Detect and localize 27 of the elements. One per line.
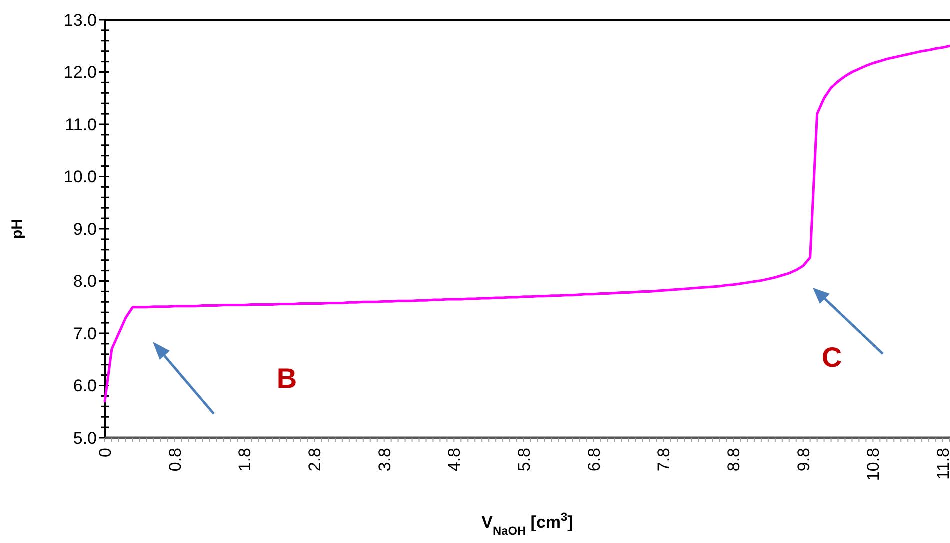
y-axis-title: pH bbox=[9, 219, 26, 239]
annotation: C bbox=[822, 342, 842, 373]
y-tick-label: 9.0 bbox=[73, 220, 97, 239]
x-tick-label: 9.8 bbox=[794, 448, 814, 472]
x-tick-label: 1.8 bbox=[236, 448, 255, 472]
x-axis-title: V$_{NaOH}$ [cm$^{3}$] bbox=[482, 510, 574, 538]
x-tick-label: 2.8 bbox=[305, 448, 324, 472]
y-tick-label: 6.0 bbox=[73, 376, 97, 396]
x-tick-label: 3.8 bbox=[375, 448, 394, 472]
x-tick-label: 5.8 bbox=[514, 448, 534, 472]
y-tick-label: 12.0 bbox=[64, 63, 97, 82]
x-tick-label: 4.8 bbox=[445, 448, 464, 472]
x-tick-label: 8.8 bbox=[724, 448, 744, 472]
x-tick-label: 11.8 bbox=[934, 448, 950, 480]
y-tick-label: 11.0 bbox=[65, 115, 97, 134]
x-tick-label: 7.8 bbox=[654, 448, 674, 472]
annotation: B bbox=[276, 362, 298, 394]
x-tick-label: 0 bbox=[96, 448, 115, 458]
line-series bbox=[104, 44, 950, 403]
x-tick-label: 10.8 bbox=[864, 448, 884, 482]
y-tick-label: 13.0 bbox=[64, 10, 97, 30]
y-tick-label: 10.0 bbox=[64, 168, 97, 187]
y-tick-label: 8.0 bbox=[73, 272, 97, 292]
x-tick-label: 0.8 bbox=[166, 448, 185, 472]
y-tick-label: 7.0 bbox=[73, 324, 97, 344]
y-tick-label: 5.0 bbox=[73, 428, 97, 448]
x-tick-label: 6.8 bbox=[584, 448, 604, 472]
